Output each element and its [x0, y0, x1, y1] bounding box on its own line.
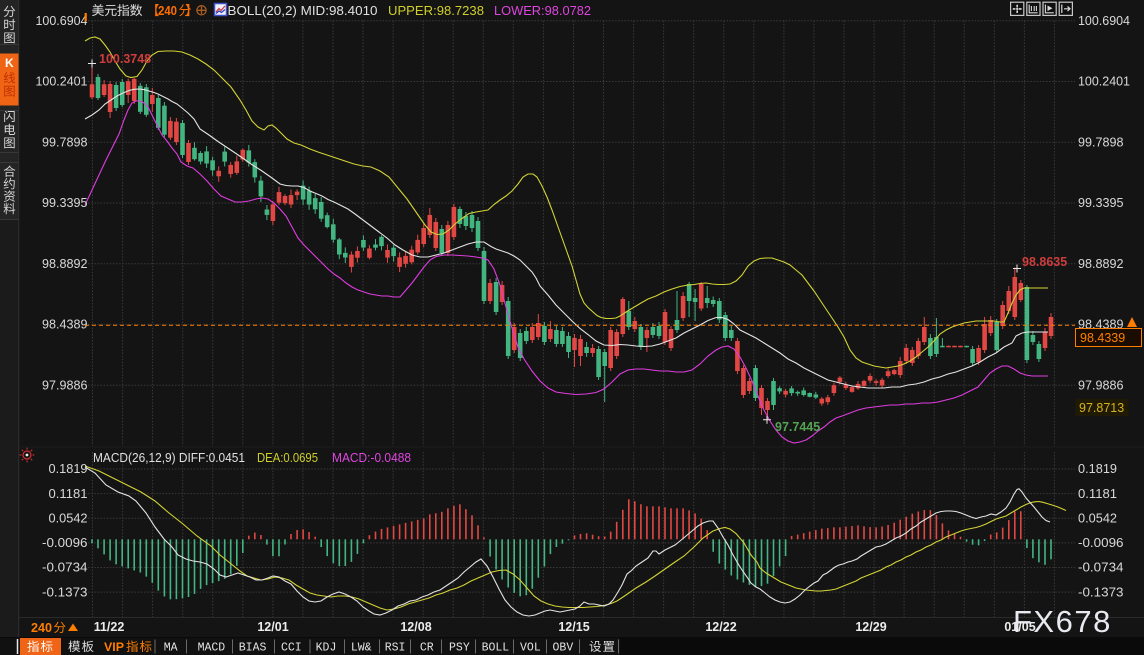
svg-text:240: 240 — [158, 3, 177, 18]
svg-text:VIP: VIP — [104, 640, 124, 654]
svg-text:K: K — [5, 56, 14, 70]
svg-text:-0.0734: -0.0734 — [1078, 560, 1124, 575]
svg-text:0.0542: 0.0542 — [1078, 510, 1117, 525]
svg-text:01/05: 01/05 — [1004, 620, 1035, 634]
svg-text:100.3748: 100.3748 — [99, 52, 151, 66]
svg-text:MA: MA — [164, 642, 178, 655]
svg-text:97.9886: 97.9886 — [42, 377, 88, 392]
svg-text:BIAS: BIAS — [239, 642, 267, 655]
svg-text:KDJ: KDJ — [316, 642, 337, 655]
svg-text:240: 240 — [31, 621, 52, 635]
svg-text:BOLL: BOLL — [482, 642, 510, 655]
svg-text:98.4389: 98.4389 — [42, 317, 88, 332]
svg-text:LOWER:98.0782: LOWER:98.0782 — [494, 3, 591, 18]
svg-text:97.7445: 97.7445 — [775, 420, 820, 434]
svg-text:0.1819: 0.1819 — [1078, 461, 1117, 476]
svg-text:0.1181: 0.1181 — [1078, 486, 1117, 501]
svg-text:98.4389: 98.4389 — [1078, 317, 1124, 332]
svg-text:98.8892: 98.8892 — [42, 256, 88, 271]
svg-text:99.7898: 99.7898 — [42, 134, 88, 149]
svg-text:97.9886: 97.9886 — [1078, 377, 1124, 392]
svg-text:0.1819: 0.1819 — [49, 461, 88, 476]
svg-text:PSY: PSY — [449, 642, 470, 655]
svg-text:VOL: VOL — [520, 642, 541, 655]
svg-text:MACD:-0.0488: MACD:-0.0488 — [332, 450, 411, 465]
svg-text:CCI: CCI — [281, 642, 302, 655]
svg-text:100.6904: 100.6904 — [1078, 13, 1130, 28]
svg-text:100.2401: 100.2401 — [1078, 74, 1130, 89]
svg-text:-0.0096: -0.0096 — [42, 535, 88, 550]
svg-text:RSI: RSI — [385, 642, 406, 655]
svg-text:-0.0734: -0.0734 — [42, 560, 88, 575]
svg-text:12/22: 12/22 — [705, 620, 736, 634]
svg-text:-0.0096: -0.0096 — [1078, 535, 1124, 550]
svg-text:98.4339: 98.4339 — [1080, 331, 1125, 345]
svg-text:MACD: MACD — [198, 642, 226, 655]
svg-text:98.8892: 98.8892 — [1078, 256, 1124, 271]
svg-text:97.8713: 97.8713 — [1079, 401, 1124, 415]
svg-text:CR: CR — [420, 642, 434, 655]
svg-text:0.0542: 0.0542 — [49, 510, 88, 525]
svg-text:11/22: 11/22 — [94, 620, 125, 634]
svg-text:12/08: 12/08 — [400, 620, 431, 634]
svg-text:0.1181: 0.1181 — [49, 486, 88, 501]
svg-text:FX678: FX678 — [1013, 604, 1112, 639]
svg-text:100.2401: 100.2401 — [36, 74, 88, 89]
svg-text:12/15: 12/15 — [558, 620, 589, 634]
svg-text:100.6904: 100.6904 — [36, 13, 88, 28]
svg-text:UPPER:98.7238: UPPER:98.7238 — [388, 3, 484, 18]
svg-text:OBV: OBV — [553, 642, 574, 655]
svg-text:99.3395: 99.3395 — [42, 195, 88, 210]
svg-text:-0.1373: -0.1373 — [42, 584, 88, 599]
svg-text:-0.1373: -0.1373 — [1078, 584, 1124, 599]
svg-text:DEA:0.0695: DEA:0.0695 — [257, 450, 318, 465]
svg-text:LW&: LW& — [351, 642, 372, 655]
svg-text:99.3395: 99.3395 — [1078, 195, 1124, 210]
svg-text:12/01: 12/01 — [257, 620, 288, 634]
svg-text:99.7898: 99.7898 — [1078, 134, 1124, 149]
svg-text:BOLL(20,2) MID:98.4010: BOLL(20,2) MID:98.4010 — [228, 3, 378, 18]
svg-text:12/29: 12/29 — [855, 620, 886, 634]
svg-text:MACD(26,12,9) DIFF:0.0451: MACD(26,12,9) DIFF:0.0451 — [93, 450, 245, 465]
svg-text:98.8635: 98.8635 — [1022, 255, 1067, 269]
